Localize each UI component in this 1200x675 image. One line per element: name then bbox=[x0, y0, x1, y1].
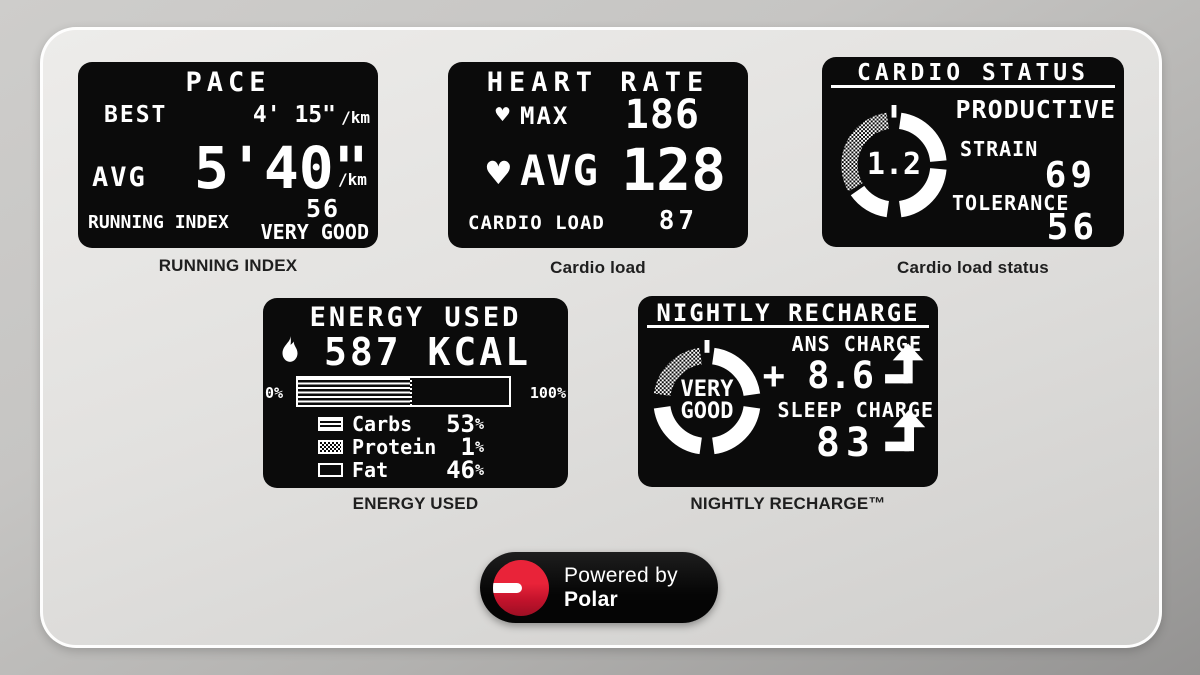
hr-max-label: MAX bbox=[520, 102, 570, 130]
legend-row-carbs: Carbs 53% bbox=[318, 410, 484, 438]
nightly-recharge-panel: NIGHTLY RECHARGE VERY GOOD ANS CHARGE + … bbox=[638, 296, 938, 487]
legend-row-fat: Fat 46% bbox=[318, 456, 484, 484]
stripes-swatch-icon bbox=[318, 417, 343, 431]
energy-used-panel: ENERGY USED 587 KCAL 0% 100% Carbs 53% P… bbox=[263, 298, 568, 488]
cardio-load-value: 87 bbox=[658, 206, 698, 236]
avg-pace-label: AVG bbox=[92, 162, 147, 193]
title-underline bbox=[647, 325, 929, 328]
tolerance-label: TOLERANCE bbox=[952, 191, 1070, 215]
nightly-recharge-title: NIGHTLY RECHARGE bbox=[656, 299, 920, 327]
protein-value: 1 bbox=[460, 433, 475, 461]
nightly-recharge-caption: NIGHTLY RECHARGE™ bbox=[690, 494, 886, 513]
heart-icon: ♥ bbox=[494, 104, 512, 126]
carbs-bar-fill bbox=[298, 378, 410, 405]
empty-swatch-icon bbox=[318, 463, 343, 477]
strain-value: 69 bbox=[1044, 155, 1096, 196]
ans-charge-value: + 8.6 bbox=[762, 354, 874, 397]
fat-label: Fat bbox=[352, 458, 389, 482]
running-index-rating: VERY GOOD bbox=[260, 220, 369, 244]
bar-scale-max: 100% bbox=[529, 384, 566, 402]
percent-sign: % bbox=[474, 438, 484, 456]
heart-rate-caption: Cardio load bbox=[550, 258, 646, 277]
avg-pace-value: 5'40" bbox=[194, 134, 369, 202]
cardio-load-ratio-value: 1.2 bbox=[866, 146, 922, 182]
bar-scale-min: 0% bbox=[265, 384, 284, 402]
pace-caption: RUNNING INDEX bbox=[158, 256, 298, 275]
cardio-status-title: CARDIO STATUS bbox=[856, 60, 1089, 86]
cardio-load-label: CARDIO LOAD bbox=[468, 212, 605, 234]
avg-pace-unit: /km bbox=[338, 170, 367, 189]
powered-by-text: Powered by Polar bbox=[564, 564, 718, 612]
pace-panel: PACE BEST 4' 15" /km AVG 5'40" /km 56 RU… bbox=[78, 62, 378, 248]
powered-by-label: Powered by bbox=[564, 563, 678, 587]
ans-charge-label: ANS CHARGE bbox=[791, 332, 922, 356]
kcal-value: 587 KCAL bbox=[323, 330, 532, 374]
arrow-up-icon bbox=[885, 409, 926, 452]
hr-max-value: 186 bbox=[624, 92, 700, 138]
nightly-recharge-gauge: VERY GOOD bbox=[646, 340, 768, 462]
best-pace-unit: /km bbox=[341, 108, 370, 127]
tolerance-value: 56 bbox=[1046, 207, 1098, 247]
ring-gauge-icon bbox=[841, 105, 947, 218]
carbs-value: 53 bbox=[446, 410, 475, 438]
polar-logo-icon bbox=[493, 559, 549, 616]
carbs-label: Carbs bbox=[352, 412, 413, 436]
ring-gauge-icon bbox=[653, 340, 761, 455]
heart-rate-title: HEART RATE bbox=[486, 67, 710, 98]
protein-bar-fill bbox=[409, 378, 412, 405]
sleep-charge-value: 83 bbox=[815, 420, 876, 466]
legend-row-protein: Protein 1% bbox=[318, 433, 484, 461]
hr-avg-value: 128 bbox=[621, 136, 726, 204]
cardio-status-panel: CARDIO STATUS PRODUCTIVE 1.2 STRAIN 69 T… bbox=[822, 57, 1124, 247]
percent-sign: % bbox=[474, 415, 484, 433]
cardio-status-caption: Cardio load status bbox=[897, 258, 1049, 277]
fat-value: 46 bbox=[446, 456, 475, 484]
recharge-status-line2: GOOD bbox=[680, 399, 734, 424]
title-underline bbox=[831, 85, 1115, 88]
polar-logo-slot bbox=[493, 582, 522, 593]
brand-name: Polar bbox=[564, 587, 619, 611]
arrow-up-icon bbox=[885, 343, 924, 384]
pace-title: PACE bbox=[185, 67, 271, 98]
macro-nutrient-bar bbox=[296, 376, 511, 407]
hr-avg-label: AVG bbox=[520, 146, 599, 195]
cardio-status-value: PRODUCTIVE bbox=[955, 95, 1116, 124]
protein-label: Protein bbox=[352, 435, 437, 459]
flame-icon bbox=[282, 335, 298, 362]
heart-rate-panel: HEART RATE ♥ MAX 186 ♥ AVG 128 CARDIO LO… bbox=[448, 62, 748, 248]
percent-sign: % bbox=[474, 461, 484, 479]
running-index-label: RUNNING INDEX bbox=[88, 212, 229, 233]
strain-label: STRAIN bbox=[960, 137, 1039, 161]
cardio-load-ratio-gauge: 1.2 bbox=[834, 105, 954, 225]
best-pace-label: BEST bbox=[104, 102, 168, 128]
energy-used-caption: ENERGY USED bbox=[352, 494, 479, 513]
dither-swatch-icon bbox=[318, 440, 343, 454]
best-pace-value: 4' 15" bbox=[252, 102, 336, 128]
energy-used-title: ENERGY USED bbox=[309, 302, 522, 333]
recharge-status-line1: VERY bbox=[680, 376, 734, 402]
heart-icon: ♥ bbox=[484, 154, 513, 192]
running-index-value: 56 bbox=[305, 194, 341, 223]
powered-by-polar-badge: Powered by Polar bbox=[480, 552, 718, 623]
